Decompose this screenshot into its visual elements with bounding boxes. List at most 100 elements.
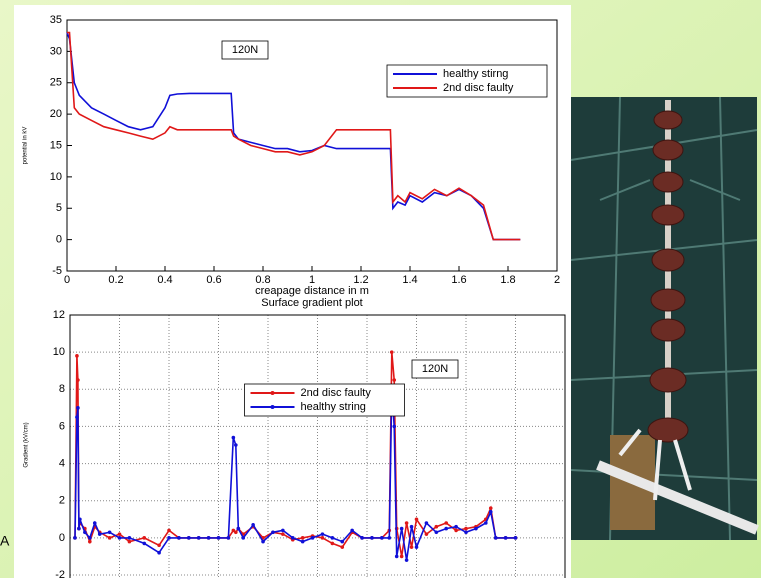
y-tick-label: 2 (59, 495, 65, 507)
point (425, 521, 429, 525)
point (415, 517, 419, 521)
x-tick-label: 0 (64, 274, 70, 286)
slide: A -50510152025303500.20.40.60.811.21.41.… (0, 0, 761, 578)
point (444, 521, 448, 525)
point (321, 532, 325, 536)
y-tick-label: 5 (56, 202, 62, 214)
point (415, 545, 419, 549)
legend-label: 2nd disc faulty (301, 387, 372, 399)
point (484, 521, 488, 525)
point (474, 527, 478, 531)
point (118, 532, 122, 536)
x-tick-label: 1.8 (500, 274, 515, 286)
y-tick-label: 6 (59, 420, 65, 432)
point (234, 443, 238, 447)
annotation: 120N (422, 363, 448, 375)
y-tick-label: 4 (59, 457, 65, 469)
point (88, 536, 92, 540)
y-tick-label: -5 (52, 265, 62, 277)
point (311, 536, 315, 540)
point (504, 536, 508, 540)
y-tick-label: 20 (50, 108, 62, 120)
point (395, 555, 399, 559)
point (207, 536, 211, 540)
point (234, 530, 238, 534)
point (241, 536, 245, 540)
point (93, 521, 97, 525)
legend-label: healthy string (301, 401, 366, 413)
y-tick-label: 35 (50, 14, 62, 26)
point (435, 530, 439, 534)
point (392, 425, 396, 429)
photo (571, 97, 757, 540)
y-axis-label: Gradient (kV/cm) (24, 422, 30, 467)
point (301, 540, 305, 544)
point (370, 536, 374, 540)
legend-label: healthy stirng (443, 68, 508, 80)
point (167, 529, 171, 533)
x-axis-label: creapage distance in m (255, 285, 369, 297)
point (331, 542, 335, 546)
x-tick-label: 0.2 (108, 274, 123, 286)
point (405, 558, 409, 562)
point (392, 378, 396, 382)
point (128, 536, 132, 540)
point (425, 532, 429, 536)
point (76, 406, 80, 410)
point (197, 536, 201, 540)
point (128, 540, 132, 544)
point (444, 527, 448, 531)
y-tick-label: 30 (50, 45, 62, 57)
point (301, 536, 305, 540)
legend-marker (271, 405, 275, 409)
point (157, 543, 161, 547)
point (83, 530, 87, 534)
point (400, 555, 404, 559)
point (454, 529, 458, 533)
chart-panel (14, 5, 571, 310)
point (464, 527, 468, 531)
point (73, 536, 77, 540)
point (291, 536, 295, 540)
point (237, 527, 241, 531)
annotation: 120N (232, 44, 258, 56)
point (177, 536, 181, 540)
x-axis-caption: Surface gradient plot (261, 297, 363, 309)
point (75, 354, 79, 358)
point (281, 532, 285, 536)
point (340, 540, 344, 544)
point (227, 536, 231, 540)
point (380, 536, 384, 540)
x-tick-label: 1.6 (451, 274, 466, 286)
point (514, 536, 518, 540)
point (410, 525, 414, 529)
point (321, 536, 325, 540)
y-tick-label: -2 (55, 569, 65, 578)
point (187, 536, 191, 540)
point (410, 545, 414, 549)
point (331, 536, 335, 540)
point (157, 551, 161, 555)
y-tick-label: 0 (56, 234, 62, 246)
y-tick-label: 12 (53, 309, 65, 321)
point (108, 536, 112, 540)
point (88, 540, 92, 544)
y-tick-label: 10 (53, 346, 65, 358)
point (75, 415, 79, 419)
point (454, 525, 458, 529)
point (464, 530, 468, 534)
legend-marker (271, 391, 275, 395)
point (76, 378, 80, 382)
point (142, 542, 146, 546)
legend-label: 2nd disc faulty (443, 82, 514, 94)
point (435, 525, 439, 529)
y-tick-label: 10 (50, 171, 62, 183)
point (360, 536, 364, 540)
point (405, 521, 409, 525)
point (77, 527, 81, 531)
x-tick-label: 1.4 (402, 274, 417, 286)
point (78, 517, 82, 521)
x-tick-label: 0.6 (206, 274, 221, 286)
x-tick-label: 2 (554, 274, 560, 286)
point (98, 532, 102, 536)
